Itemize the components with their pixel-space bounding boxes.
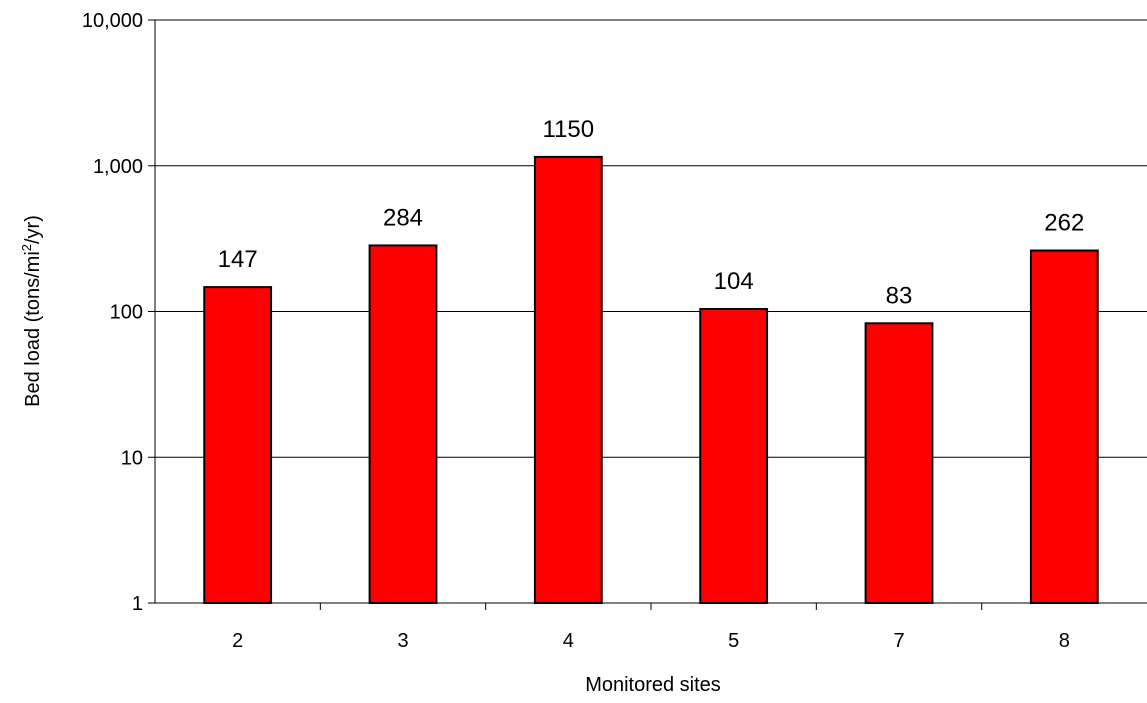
- x-tick-label: 3: [397, 630, 408, 652]
- bar-site-3: [368, 244, 438, 604]
- y-tick-label: 1,000: [93, 156, 143, 178]
- data-label: 104: [714, 268, 754, 295]
- bars: [203, 155, 1099, 604]
- x-tick-label: 2: [232, 630, 243, 652]
- y-axis-title-suffix: /yr): [22, 215, 44, 244]
- data-label: 83: [886, 282, 913, 309]
- y-axis-title-main: Bed load (tons/mi: [22, 251, 44, 407]
- x-tick-label: 8: [1059, 630, 1070, 652]
- data-label: 262: [1044, 210, 1084, 237]
- data-label: 284: [383, 204, 423, 231]
- x-tick-label: 4: [563, 630, 574, 652]
- data-label: 147: [218, 246, 258, 273]
- y-tick-label: 10: [121, 447, 143, 469]
- gridlines: [155, 19, 1147, 458]
- y-axis-title-superscript: 2: [19, 244, 34, 251]
- bar-site-5: [699, 308, 769, 604]
- x-tick-label: 5: [728, 630, 739, 652]
- data-label: 1150: [543, 116, 595, 143]
- bar-site-8: [1029, 249, 1099, 604]
- y-tick-label: 100: [110, 302, 143, 324]
- y-tick-label: 10,000: [82, 10, 143, 32]
- x-axis-title: Monitored sites: [585, 674, 721, 696]
- bar-site-4: [533, 155, 603, 604]
- x-tick-label: 7: [893, 630, 904, 652]
- bar-site-2: [203, 286, 273, 604]
- y-axis-title: Bed load (tons/mi2/yr): [19, 215, 44, 407]
- bar-site-7: [864, 322, 934, 604]
- y-tick-label: 1: [132, 593, 143, 615]
- labels: 1 10 100 1,000 10,000 147 2 284 3 1150 4 104 5 83 7 262…: [82, 10, 1085, 652]
- axes: [148, 19, 1147, 610]
